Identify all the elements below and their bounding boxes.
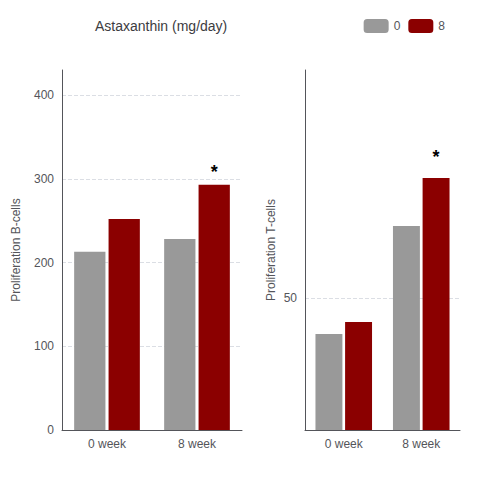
svg-text:200: 200	[34, 256, 54, 270]
svg-text:0 week: 0 week	[88, 437, 127, 451]
svg-text:0: 0	[394, 19, 401, 33]
svg-text:400: 400	[34, 88, 54, 102]
svg-text:Astaxanthin (mg/day): Astaxanthin (mg/day)	[95, 18, 227, 34]
svg-text:0: 0	[47, 423, 54, 437]
svg-text:*: *	[211, 162, 218, 182]
svg-text:8: 8	[438, 19, 445, 33]
svg-text:50: 50	[284, 291, 298, 305]
svg-text:8 week: 8 week	[178, 437, 217, 451]
svg-text:*: *	[433, 147, 440, 167]
svg-text:Proliferation B-cells: Proliferation B-cells	[9, 198, 23, 301]
svg-text:8 week: 8 week	[402, 437, 441, 451]
svg-text:Proliferation T-cells: Proliferation T-cells	[264, 199, 278, 301]
svg-text:100: 100	[34, 339, 54, 353]
svg-text:0 week: 0 week	[325, 437, 364, 451]
svg-text:300: 300	[34, 172, 54, 186]
